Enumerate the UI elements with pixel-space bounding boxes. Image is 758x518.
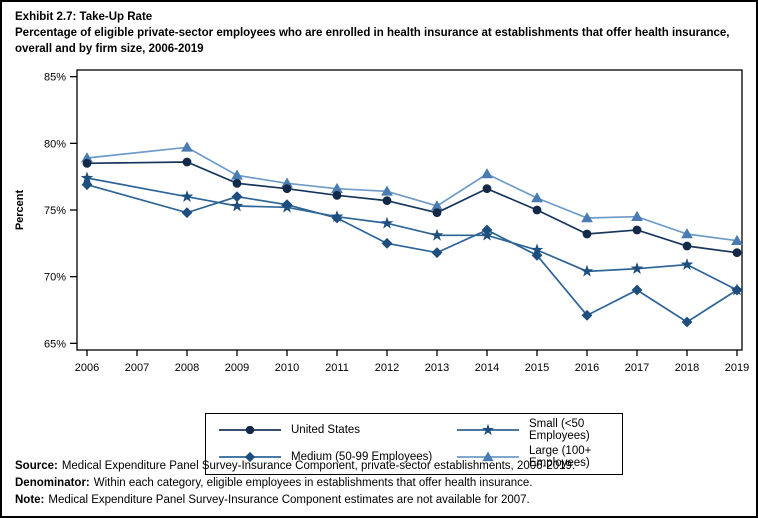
svg-text:85%: 85% [44, 72, 66, 84]
svg-text:2007: 2007 [125, 362, 149, 374]
legend-label: Large (100+ Employees) [529, 445, 592, 469]
svg-text:2009: 2009 [225, 362, 249, 374]
chart-legend: United States Small (<50 Employees) Medi… [205, 413, 623, 475]
svg-text:2016: 2016 [575, 362, 599, 374]
svg-text:2008: 2008 [175, 362, 199, 374]
svg-text:2012: 2012 [375, 362, 399, 374]
source-label: Source: [15, 460, 58, 472]
legend-label: Small (<50 Employees) [529, 418, 590, 442]
chart-subtitle: Percentage of eligible private-sector em… [15, 27, 730, 55]
svg-text:2015: 2015 [525, 362, 549, 374]
svg-text:2011: 2011 [325, 362, 349, 374]
svg-text:65%: 65% [44, 338, 66, 350]
svg-text:2014: 2014 [475, 362, 499, 374]
medium-firm-marker-icon [219, 451, 281, 463]
source-note: Source: Medical Expenditure Panel Survey-… [15, 458, 748, 475]
svg-text:2013: 2013 [425, 362, 449, 374]
footer-notes: Source: Medical Expenditure Panel Survey-… [15, 458, 748, 509]
svg-text:2010: 2010 [275, 362, 299, 374]
svg-text:75%: 75% [44, 205, 66, 217]
svg-text:2017: 2017 [625, 362, 649, 374]
title-block: Exhibit 2.7: Take-Up Rate Percentage of … [15, 9, 746, 57]
denominator-note: Denominator: Within each category, eligib… [15, 475, 748, 492]
legend-item-medium: Medium (50-99 Employees) [218, 445, 456, 469]
denominator-label: Denominator: [15, 477, 90, 489]
legend-item-large: Large (100+ Employees) [456, 445, 612, 469]
svg-text:2018: 2018 [675, 362, 699, 374]
note-text: Medical Expenditure Panel Survey-Insuran… [48, 494, 530, 506]
legend-item-small: Small (<50 Employees) [456, 418, 612, 442]
large-firm-marker-icon [457, 451, 519, 462]
svg-text:70%: 70% [44, 272, 66, 284]
note-2007: Note: Medical Expenditure Panel Survey-In… [15, 492, 748, 509]
page-title: Exhibit 2.7: Take-Up Rate [15, 11, 153, 23]
legend-label: United States [291, 424, 361, 436]
source-text: Medical Expenditure Panel Survey-Insuran… [61, 460, 576, 472]
denominator-text: Within each category, eligible employees… [93, 477, 533, 489]
legend-item-united-states: United States [218, 418, 456, 442]
note-label: Note: [15, 494, 45, 506]
svg-text:2019: 2019 [725, 362, 749, 374]
svg-text:2006: 2006 [75, 362, 99, 374]
small-firm-marker-icon [457, 423, 519, 436]
svg-text:80%: 80% [44, 138, 66, 150]
united-states-marker-icon [219, 425, 281, 435]
take-up-rate-chart: 85% 80% 75% 70% 65% 2006 2007 2008 2009 2010 2011 2… [44, 69, 749, 374]
legend-label: Medium (50-99 Employees) [291, 451, 433, 463]
